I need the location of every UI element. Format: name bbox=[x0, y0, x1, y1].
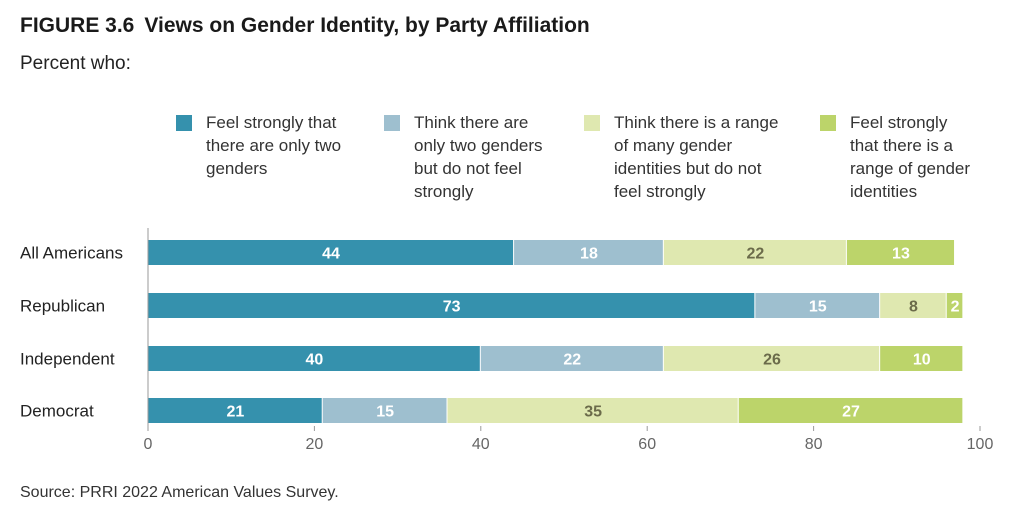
bar-segment bbox=[663, 240, 847, 265]
x-tick-label: 40 bbox=[472, 436, 490, 453]
legend-label: Think there is a range of many gender iden… bbox=[614, 111, 778, 203]
bar-segment bbox=[148, 240, 515, 265]
x-tick-label: 80 bbox=[805, 436, 823, 453]
bar-segment bbox=[738, 398, 964, 423]
data-label: 35 bbox=[584, 404, 602, 421]
data-label: 44 bbox=[322, 246, 340, 263]
x-tick-label: 100 bbox=[967, 436, 994, 453]
x-tick-label: 20 bbox=[306, 436, 324, 453]
category-label: Independent bbox=[20, 350, 115, 369]
bar-segment bbox=[447, 398, 739, 423]
legend-label-line: Think there is a range bbox=[614, 113, 779, 132]
data-label: 18 bbox=[580, 246, 598, 263]
legend-item: Think there are only two genders but do no… bbox=[384, 111, 543, 203]
legend-label-line: range of gender bbox=[850, 159, 971, 178]
data-label: 73 bbox=[443, 299, 461, 316]
legend-item: Feel strongly that there is a range of gen… bbox=[820, 111, 970, 203]
legend-label-line: that there is a bbox=[850, 136, 954, 155]
category-label: Democrat bbox=[20, 402, 94, 421]
data-label: 27 bbox=[842, 404, 860, 421]
legend-label-line: feel strongly bbox=[614, 182, 706, 201]
bar-segment bbox=[148, 293, 756, 318]
data-label: 21 bbox=[226, 404, 244, 421]
data-label: 40 bbox=[306, 352, 324, 369]
legend-label-line: but do not feel bbox=[414, 159, 522, 178]
legend-label-line: identities bbox=[850, 182, 918, 201]
legend-swatch bbox=[384, 115, 400, 131]
data-label: 13 bbox=[892, 246, 910, 263]
data-label: 8 bbox=[909, 299, 918, 316]
bar-segment bbox=[480, 346, 664, 371]
x-tick-label: 60 bbox=[638, 436, 656, 453]
data-label: 10 bbox=[913, 352, 931, 369]
data-label: 22 bbox=[563, 352, 581, 369]
bar-segment bbox=[880, 293, 947, 318]
legend-item: Feel strongly that there are only two gend… bbox=[176, 111, 341, 180]
legend-label: Feel strongly that there is a range of gen… bbox=[850, 111, 970, 203]
data-label: 22 bbox=[746, 246, 764, 263]
bar-segment bbox=[514, 240, 664, 265]
legend-swatch bbox=[820, 115, 836, 131]
data-label: 26 bbox=[763, 352, 781, 369]
legend-label-line: genders bbox=[206, 159, 268, 178]
legend-label-line: identities but do not bbox=[614, 159, 762, 178]
data-label: 15 bbox=[376, 404, 394, 421]
bar-segment bbox=[946, 293, 964, 318]
category-label: Republican bbox=[20, 297, 105, 316]
legend-label-line: of many gender bbox=[614, 136, 733, 155]
legend-item: Think there is a range of many gender iden… bbox=[584, 111, 778, 203]
bar-segment bbox=[880, 346, 964, 371]
bar-segment bbox=[846, 240, 956, 265]
chart-title: FIGURE 3.6 Views on Gender Identity, by P… bbox=[20, 14, 590, 38]
legend-label-line: there are only two bbox=[206, 136, 342, 155]
legend-swatch bbox=[176, 115, 192, 131]
bar-segment bbox=[148, 398, 323, 423]
legend-label: Think there are only two genders but do no… bbox=[414, 111, 543, 203]
data-label: 2 bbox=[951, 299, 960, 316]
legend-swatch bbox=[584, 115, 600, 131]
legend-label-line: only two genders bbox=[414, 136, 543, 155]
legend-label-line: Feel strongly bbox=[850, 113, 948, 132]
bar-segment bbox=[322, 398, 448, 423]
legend-label-line: strongly bbox=[414, 182, 474, 201]
legend-label-line: Think there are bbox=[414, 113, 529, 132]
bar-segment bbox=[148, 346, 481, 371]
figure-title: Views on Gender Identity, by Party Affil… bbox=[144, 14, 590, 37]
legend-label: Feel strongly that there are only two gend… bbox=[206, 111, 341, 180]
category-label: All Americans bbox=[20, 244, 123, 263]
bar-segment bbox=[663, 346, 881, 371]
stacked-bar-chart: All Americans 44 18 22 13 Republican 73 15 8 2 Ind… bbox=[20, 228, 994, 453]
data-label: 15 bbox=[809, 299, 827, 316]
figure-number: FIGURE 3.6 bbox=[20, 14, 135, 37]
chart-subtitle: Percent who: bbox=[20, 53, 131, 74]
x-tick-label: 0 bbox=[144, 436, 153, 453]
source-note: Source: PRRI 2022 American Values Survey… bbox=[20, 484, 339, 501]
legend-label-line: Feel strongly that bbox=[206, 113, 337, 132]
bar-segment bbox=[755, 293, 881, 318]
